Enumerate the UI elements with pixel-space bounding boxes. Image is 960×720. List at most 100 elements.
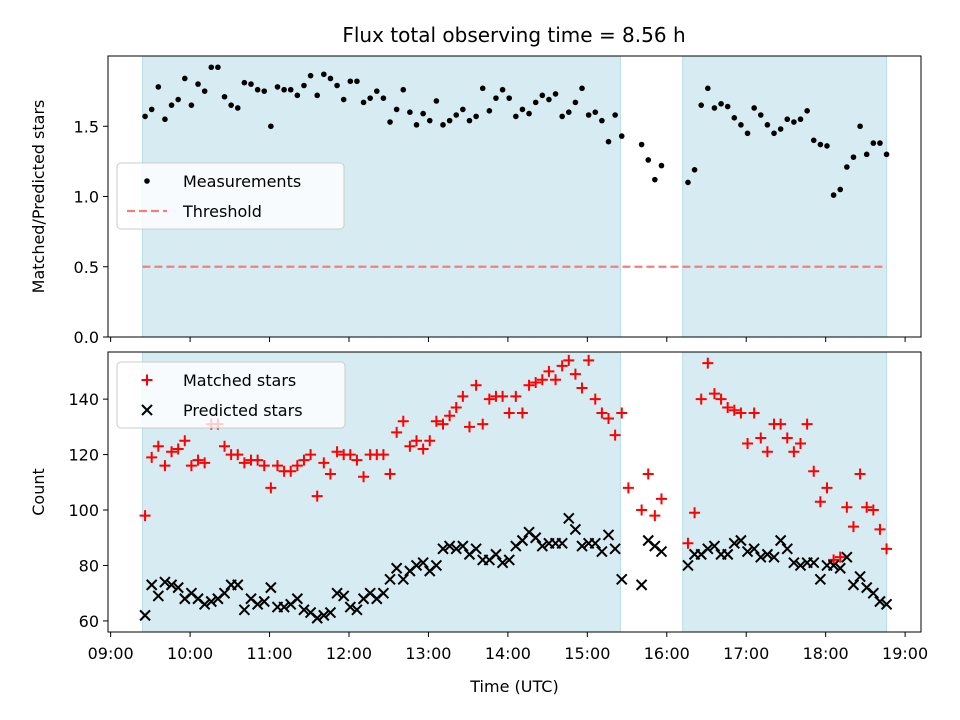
data-point: [572, 99, 579, 106]
data-point: [556, 360, 568, 372]
data-point: [616, 573, 628, 586]
data-point: [523, 379, 535, 391]
data-point: [682, 537, 694, 549]
data-point: [552, 91, 559, 97]
data-point: [546, 96, 552, 103]
data-point: [479, 85, 486, 92]
data-point: [516, 534, 529, 547]
legend-box: [116, 162, 345, 230]
data-point: [784, 116, 791, 123]
data-point: [596, 545, 608, 558]
legend-marker: [141, 404, 153, 416]
data-point: [689, 507, 701, 519]
data-point: [393, 106, 400, 113]
data-point: [486, 107, 493, 114]
data-point: [781, 543, 793, 555]
data-point: [271, 460, 283, 472]
data-point: [258, 460, 270, 472]
data-point: [536, 374, 548, 386]
data-point: [139, 609, 151, 622]
data-point: [162, 116, 168, 123]
data-point: [324, 468, 336, 480]
x-tick-label: 09:00: [88, 644, 134, 663]
data-point: [847, 521, 859, 533]
data-point: [788, 446, 800, 458]
data-point: [188, 102, 195, 108]
data-point: [241, 79, 248, 86]
data-point: [265, 581, 277, 594]
data-point: [360, 99, 367, 106]
data-point: [324, 606, 337, 619]
data-point: [159, 460, 171, 472]
chart-title: Flux total observing time = 8.56 h: [342, 23, 685, 47]
data-point: [426, 117, 433, 124]
data-point: [526, 110, 532, 117]
data-point: [165, 579, 178, 591]
data-point: [771, 130, 777, 137]
data-point: [834, 562, 846, 574]
data-point: [380, 95, 387, 101]
data-point: [550, 374, 562, 386]
data-point: [735, 534, 747, 547]
data-point: [159, 576, 171, 588]
data-point: [433, 98, 440, 104]
data-point: [638, 141, 645, 148]
data-point: [814, 496, 826, 508]
data-point: [444, 410, 456, 422]
data-point: [731, 115, 738, 121]
data-point: [585, 112, 592, 118]
legend-label: Predicted stars: [183, 401, 303, 420]
data-point: [642, 468, 654, 480]
data-point: [446, 117, 453, 124]
data-point: [715, 393, 727, 405]
data-point: [294, 92, 301, 99]
data-point: [285, 465, 297, 477]
data-point: [238, 457, 250, 469]
data-point: [857, 123, 863, 130]
y-axis-label: Matched/Predicted stars: [29, 100, 48, 294]
data-point: [437, 418, 449, 430]
data-point: [493, 95, 499, 101]
data-point: [599, 117, 605, 124]
legend-box: [116, 361, 346, 429]
data-point: [278, 601, 290, 613]
x-tick-label: 11:00: [246, 644, 292, 663]
data-point: [539, 92, 546, 99]
y-tick-label: 140: [68, 390, 99, 409]
data-point: [708, 540, 721, 552]
data-point: [510, 390, 522, 402]
data-point: [691, 167, 698, 173]
data-point: [311, 490, 323, 502]
data-point: [808, 556, 820, 569]
data-point: [658, 162, 665, 169]
legend: Matched stars Predicted stars: [116, 361, 346, 429]
data-point: [430, 559, 443, 572]
data-point: [208, 64, 215, 71]
legend-marker: [141, 374, 153, 386]
data-point: [738, 122, 744, 128]
data-point: [470, 379, 482, 391]
data-point: [413, 122, 420, 128]
data-point: [622, 482, 634, 494]
data-point: [655, 545, 668, 558]
data-point: [460, 106, 466, 113]
data-point: [311, 612, 323, 624]
data-point: [258, 595, 270, 608]
data-point: [268, 123, 274, 130]
data-point: [863, 151, 870, 158]
data-point: [450, 543, 462, 555]
data-point: [711, 105, 718, 111]
axes-frame: [107, 351, 922, 633]
data-point: [344, 449, 356, 461]
data-point: [536, 540, 549, 552]
data-point: [331, 446, 343, 458]
data-point: [757, 112, 764, 118]
data-point: [407, 109, 413, 115]
data-point: [232, 449, 244, 461]
data-point: [373, 88, 380, 94]
data-point: [728, 404, 740, 416]
data-point: [655, 493, 667, 505]
data-point: [569, 368, 581, 380]
x-tick-label: 10:00: [167, 644, 213, 663]
data-point: [331, 587, 343, 599]
